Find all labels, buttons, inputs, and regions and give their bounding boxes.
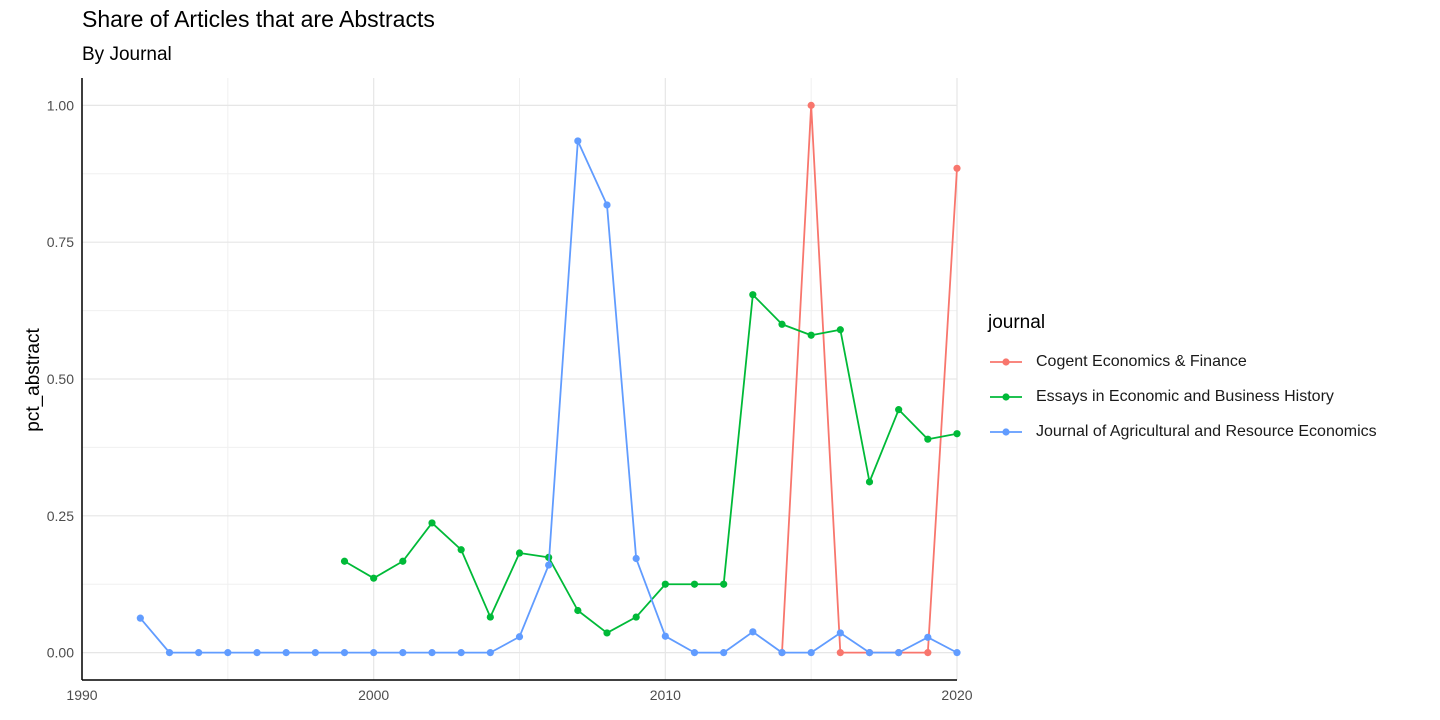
y-tick-label: 0.25: [47, 508, 74, 524]
legend-label: Journal of Agricultural and Resource Eco…: [1036, 423, 1377, 440]
data-point: [486, 649, 494, 657]
data-point: [807, 101, 815, 109]
legend-item: Journal of Agricultural and Resource Eco…: [988, 420, 1377, 444]
data-point: [865, 478, 874, 486]
data-point: [632, 554, 640, 563]
data-point: [953, 649, 961, 657]
data-point: [836, 649, 844, 657]
data-point: [136, 614, 144, 622]
data-point: [457, 546, 465, 554]
data-point: [399, 557, 407, 565]
data-point: [836, 629, 844, 637]
axes: [81, 78, 957, 681]
chart-title: Share of Articles that are Abstracts: [82, 6, 435, 32]
data-point: [865, 649, 874, 657]
data-point: [720, 649, 728, 657]
data-point: [924, 435, 932, 443]
data-point: [428, 649, 436, 657]
data-point: [195, 649, 203, 657]
data-point: [486, 613, 494, 621]
data-point: [953, 430, 961, 438]
data-point: [895, 649, 903, 657]
data-point: [311, 649, 319, 657]
x-tick-label: 1990: [66, 687, 97, 703]
data-point: [720, 580, 728, 588]
chart-subtitle: By Journal: [82, 44, 172, 65]
data-point: [924, 649, 932, 657]
y-tick-label: 0.75: [47, 234, 74, 250]
legend-key-point: [1002, 428, 1010, 436]
data-point: [924, 633, 932, 641]
data-point: [603, 629, 611, 637]
data-point: [370, 574, 378, 582]
data-point: [253, 649, 261, 657]
legend-key: [990, 358, 1022, 366]
series-2: [340, 291, 961, 637]
series: [136, 101, 961, 657]
data-point: [953, 164, 961, 172]
data-point: [749, 628, 757, 636]
data-point: [749, 291, 757, 299]
data-point: [778, 320, 786, 328]
data-point: [515, 633, 524, 641]
legend-item: Cogent Economics & Finance: [988, 350, 1247, 374]
data-point: [895, 406, 903, 414]
data-point: [399, 649, 407, 657]
data-point: [632, 613, 640, 621]
data-point: [340, 557, 349, 565]
y-tick-label: 0.50: [47, 371, 74, 387]
data-point: [282, 649, 290, 657]
data-point: [574, 606, 582, 615]
series-line: [344, 293, 958, 634]
data-point: [545, 561, 553, 569]
data-point: [778, 649, 786, 657]
data-point: [457, 649, 465, 657]
legend-label: Essays in Economic and Business History: [1036, 388, 1334, 405]
data-point: [224, 649, 232, 657]
x-tick-label: 2020: [941, 687, 972, 703]
legend-key-point: [1002, 358, 1010, 366]
y-tick-label: 1.00: [47, 97, 74, 113]
data-point: [574, 137, 582, 145]
y-tick-label: 0.00: [47, 645, 74, 661]
legend-label: Cogent Economics & Finance: [1036, 353, 1247, 370]
data-point: [428, 519, 436, 527]
data-point: [370, 649, 378, 657]
data-point: [807, 331, 815, 339]
data-point: [836, 326, 844, 334]
legend-key: [990, 393, 1022, 401]
tick-labels: 1990 2000 2010 2020 0.00 0.25 0.50 0.75 1.00: [47, 97, 973, 703]
legend-title: journal: [988, 312, 1046, 333]
series-line: [139, 140, 958, 654]
series-3: [136, 137, 961, 657]
legend-key: [990, 428, 1022, 436]
legend-key-point: [1002, 393, 1010, 401]
data-point: [807, 649, 815, 657]
legend-item: Essays in Economic and Business History: [988, 385, 1334, 409]
data-point: [690, 580, 699, 588]
data-point: [661, 580, 669, 588]
data-point: [603, 201, 611, 209]
data-point: [340, 649, 349, 657]
data-point: [165, 649, 174, 657]
x-tick-label: 2010: [650, 687, 681, 703]
data-point: [661, 632, 669, 640]
data-point: [515, 549, 524, 557]
x-tick-label: 2000: [358, 687, 389, 703]
data-point: [690, 649, 699, 657]
